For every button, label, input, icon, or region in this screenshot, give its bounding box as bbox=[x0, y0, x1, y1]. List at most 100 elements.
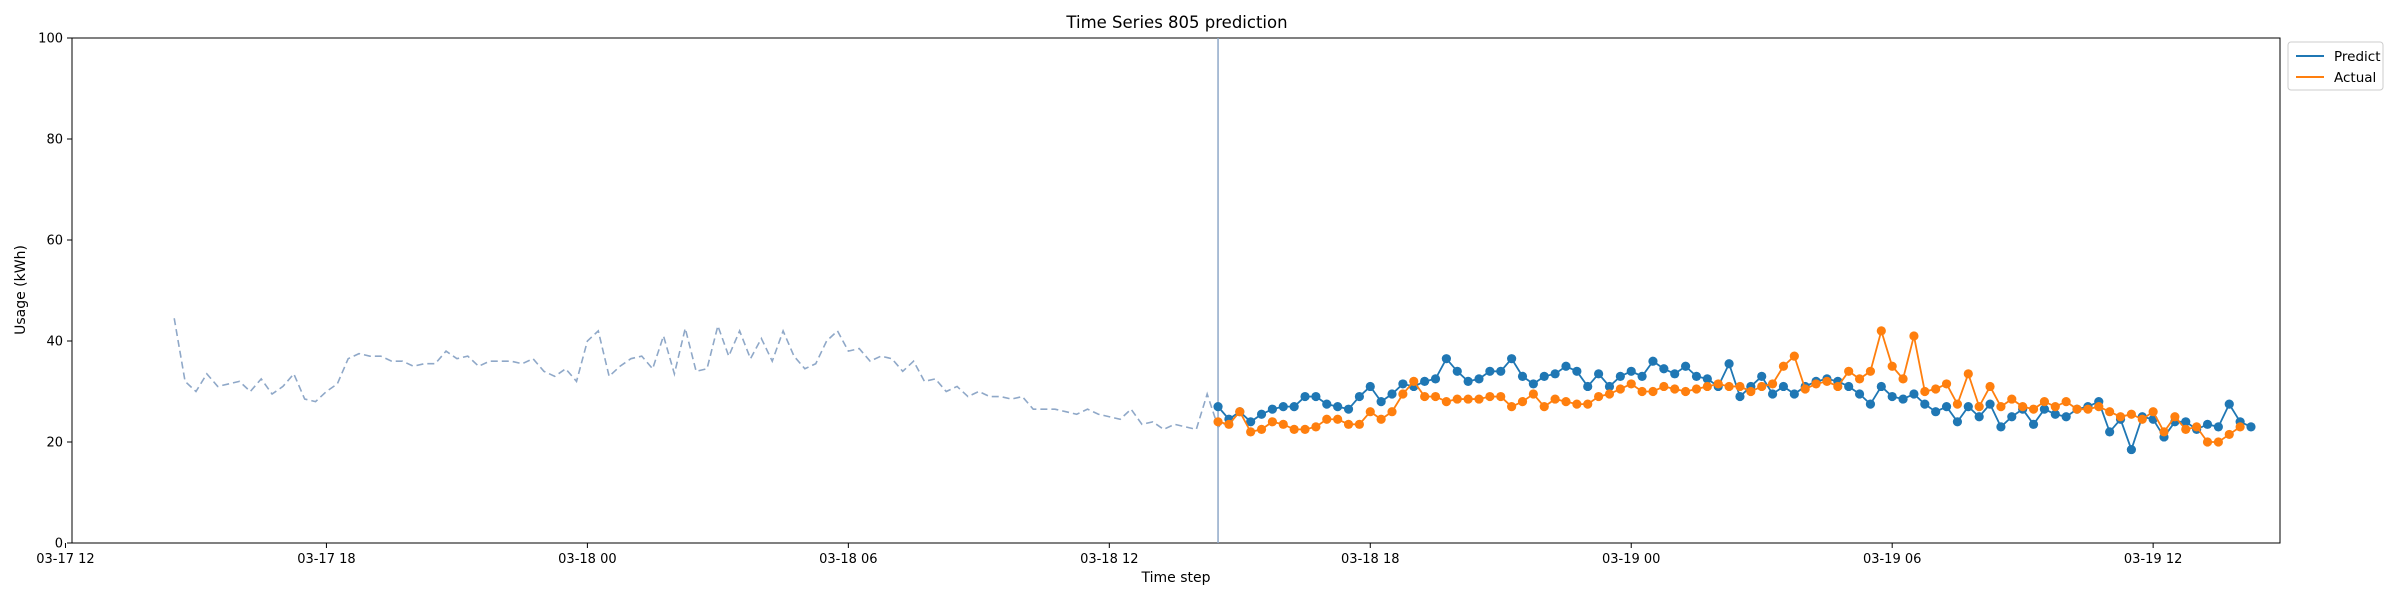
predict-point bbox=[1789, 389, 1799, 399]
actual-point bbox=[1637, 386, 1647, 397]
predict-point bbox=[1572, 366, 1582, 376]
predict-point bbox=[1996, 422, 2006, 432]
y-tick-label: 0 bbox=[55, 537, 63, 552]
predict-point bbox=[1398, 379, 1408, 389]
actual-point bbox=[1235, 407, 1245, 417]
actual-point bbox=[1920, 386, 1930, 397]
actual-point bbox=[1463, 394, 1473, 404]
predict-point bbox=[1659, 364, 1669, 374]
actual-point bbox=[2083, 404, 2093, 414]
actual-point bbox=[2224, 429, 2234, 440]
actual-point bbox=[2039, 397, 2050, 407]
predict-point bbox=[1507, 354, 1517, 364]
predict-point bbox=[2181, 417, 2191, 427]
x-tick-label: 03-18 06 bbox=[819, 552, 877, 567]
actual-point bbox=[2213, 437, 2223, 447]
x-tick-label: 03-17 18 bbox=[297, 552, 355, 567]
actual-point bbox=[1887, 361, 1897, 371]
predict-point bbox=[1637, 371, 1647, 381]
predict-point bbox=[1887, 391, 1897, 402]
predict-point bbox=[1561, 361, 1571, 371]
actual-point bbox=[2170, 412, 2180, 422]
actual-point bbox=[1811, 379, 1821, 389]
actual-point bbox=[1648, 386, 1658, 397]
actual-point bbox=[2235, 422, 2245, 432]
actual-point bbox=[2126, 409, 2136, 419]
predict-point bbox=[1952, 417, 1963, 427]
actual-point bbox=[1507, 402, 1517, 412]
predict-point bbox=[1931, 407, 1941, 417]
predict-point bbox=[2050, 409, 2060, 419]
actual-point bbox=[1376, 414, 1386, 424]
predict-point bbox=[1974, 412, 1984, 422]
predict-point bbox=[2202, 419, 2213, 429]
x-axis: 03-17 12 03-17 18 03-18 00 03-18 06 03-18 12… bbox=[36, 543, 2182, 567]
legend: Predict Actual bbox=[2287, 41, 2384, 91]
actual-point bbox=[2137, 414, 2147, 424]
actual-point bbox=[1441, 397, 1451, 407]
predict-point bbox=[1985, 399, 1995, 409]
actual-point bbox=[1876, 326, 1886, 336]
actual-point bbox=[1746, 386, 1756, 397]
actual-point bbox=[1517, 397, 1528, 407]
predict-point bbox=[1691, 371, 1702, 381]
predict-point bbox=[1333, 402, 1343, 412]
x-axis-label: Time step bbox=[1141, 570, 1211, 586]
actual-point bbox=[2018, 402, 2028, 412]
predict-point bbox=[1615, 371, 1625, 381]
x-tick-label: 03-19 12 bbox=[2124, 552, 2182, 567]
actual-point bbox=[1561, 397, 1571, 407]
predict-point bbox=[1474, 374, 1484, 384]
actual-point bbox=[1702, 381, 1712, 392]
actual-point bbox=[2050, 402, 2060, 412]
predict-point bbox=[1876, 381, 1886, 392]
actual-point bbox=[2072, 404, 2082, 414]
actual-point bbox=[1485, 391, 1495, 402]
x-tick-label: 03-18 18 bbox=[1341, 552, 1399, 567]
predict-point bbox=[1387, 389, 1397, 399]
actual-point bbox=[2094, 402, 2104, 412]
predict-point bbox=[2126, 444, 2136, 455]
actual-point bbox=[1833, 381, 1843, 392]
actual-point bbox=[2007, 394, 2017, 404]
y-axis: 0 20 40 60 80 100 bbox=[38, 32, 72, 552]
predict-point bbox=[1278, 402, 1288, 412]
chart-title: Time Series 805 prediction bbox=[1065, 13, 1287, 32]
predict-point bbox=[1680, 361, 1691, 371]
predict-point bbox=[1300, 391, 1310, 402]
predict-point bbox=[1724, 359, 1734, 369]
actual-point bbox=[1343, 419, 1354, 429]
predict-point bbox=[2105, 427, 2115, 437]
y-tick-label: 100 bbox=[38, 32, 63, 47]
actual-point bbox=[1724, 381, 1734, 392]
actual-point bbox=[1311, 422, 1321, 432]
actual-point bbox=[1626, 379, 1636, 389]
actual-point bbox=[1952, 399, 1963, 409]
actual-point bbox=[1430, 391, 1441, 402]
actual-point bbox=[1996, 402, 2006, 412]
actual-point bbox=[1246, 427, 1256, 437]
actual-point bbox=[1224, 419, 1234, 429]
x-tick-label: 03-18 00 bbox=[558, 552, 616, 567]
actual-point bbox=[1300, 424, 1310, 434]
actual-point bbox=[2159, 427, 2169, 437]
actual-point bbox=[2202, 437, 2213, 447]
predict-point bbox=[1757, 371, 1767, 381]
x-tick-label: 03-19 00 bbox=[1602, 552, 1660, 567]
predict-point bbox=[1865, 399, 1876, 409]
predict-point bbox=[1778, 381, 1789, 392]
actual-point bbox=[1550, 394, 1560, 404]
predict-point bbox=[1920, 399, 1930, 409]
actual-point bbox=[2061, 397, 2071, 407]
actual-point bbox=[1213, 417, 1223, 427]
predict-point bbox=[1452, 366, 1462, 376]
predict-point bbox=[1430, 374, 1441, 384]
predict-point bbox=[1420, 376, 1430, 386]
actual-point bbox=[1333, 414, 1343, 424]
predict-point bbox=[2028, 419, 2039, 429]
actual-point bbox=[1778, 361, 1789, 371]
predict-point bbox=[1626, 366, 1636, 376]
actual-point bbox=[1713, 379, 1723, 389]
predict-point bbox=[1376, 397, 1386, 407]
predict-point bbox=[1267, 404, 1278, 414]
